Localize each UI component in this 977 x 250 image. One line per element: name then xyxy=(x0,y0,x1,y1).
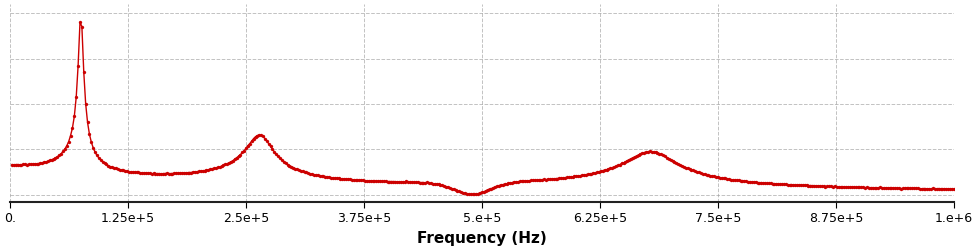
X-axis label: Frequency (Hz): Frequency (Hz) xyxy=(417,231,547,246)
